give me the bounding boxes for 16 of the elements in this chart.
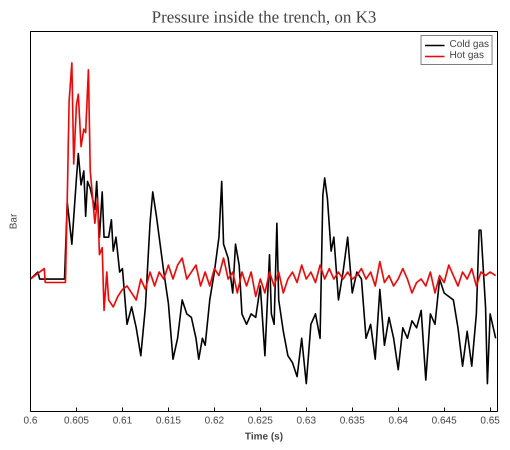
x-tick-label: 0.605 (64, 416, 90, 426)
x-tick-label: 0.625 (248, 416, 274, 426)
x-tick-label: 0.63 (296, 416, 316, 426)
x-tick-label: 0.615 (156, 416, 182, 426)
x-tick-label: 0.6 (24, 416, 38, 426)
legend-label: Hot gas (450, 50, 484, 61)
x-tick-label: 0.64 (388, 416, 408, 426)
x-tick-label: 0.645 (432, 416, 458, 426)
x-tick-label: 0.65 (480, 416, 500, 426)
x-axis-title: Time (s) (244, 432, 284, 442)
x-tick-label: 0.62 (204, 416, 225, 426)
x-tick-label: 0.635 (340, 416, 366, 426)
y-axis-title: Bar (8, 213, 20, 230)
chart-title: Pressure inside the trench, on K3 (152, 8, 376, 26)
legend-label: Cold gas (450, 39, 489, 50)
x-tick-label: 0.61 (112, 416, 133, 426)
